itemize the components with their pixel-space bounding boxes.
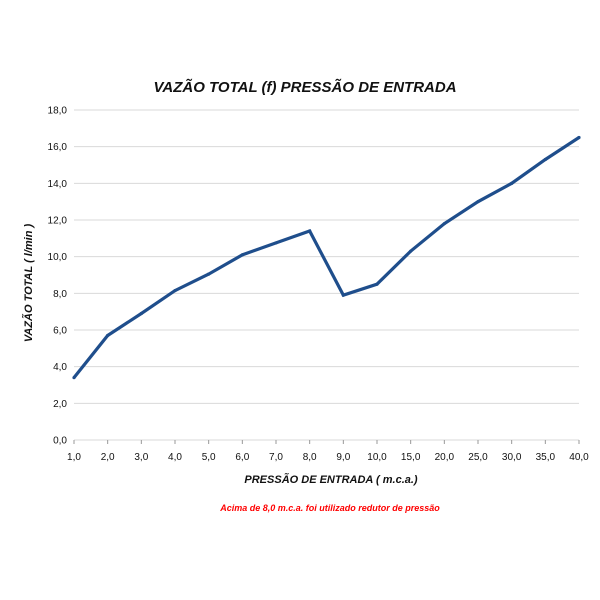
data-point bbox=[543, 157, 547, 162]
x-tick-label: 3,0 bbox=[134, 452, 148, 463]
x-tick-label: 9,0 bbox=[336, 452, 350, 463]
y-tick-label: 16,0 bbox=[48, 142, 68, 153]
x-tick-label: 20,0 bbox=[435, 452, 455, 463]
data-point bbox=[577, 135, 581, 140]
data-point bbox=[274, 241, 278, 245]
x-tick-label: 15,0 bbox=[401, 452, 421, 463]
data-point bbox=[510, 181, 514, 185]
data-point bbox=[375, 282, 379, 286]
data-point bbox=[173, 288, 177, 293]
data-point bbox=[139, 311, 143, 316]
data-point bbox=[409, 249, 413, 253]
x-tick-label: 8,0 bbox=[303, 452, 317, 463]
x-tick-label: 35,0 bbox=[536, 452, 556, 463]
x-tick-label: 5,0 bbox=[202, 452, 216, 463]
x-tick-label: 25,0 bbox=[468, 452, 488, 463]
y-tick-label: 2,0 bbox=[53, 399, 67, 410]
data-point bbox=[476, 200, 480, 204]
y-tick-label: 14,0 bbox=[48, 179, 68, 190]
x-axis-ticks: 1,0 2,0 3,0 4,0 5,0 6,0 7,0 8,0 9,0 10,0 15,0 20,0 2… bbox=[67, 452, 589, 463]
y-tick-label: 18,0 bbox=[48, 106, 68, 117]
x-tick-label: 30,0 bbox=[502, 452, 522, 463]
data-point bbox=[106, 333, 110, 338]
y-tick-label: 4,0 bbox=[53, 362, 67, 373]
data-point bbox=[240, 253, 244, 257]
data-point bbox=[308, 229, 312, 233]
y-tick-label: 10,0 bbox=[48, 252, 68, 263]
data-point bbox=[442, 222, 446, 226]
chart-title: VAZÃO TOTAL (f) PRESSÃO DE ENTRADA bbox=[153, 78, 456, 96]
series-layer bbox=[72, 135, 581, 380]
y-tick-label: 6,0 bbox=[53, 326, 67, 337]
x-tick-label: 10,0 bbox=[367, 452, 387, 463]
footnote: Acima de 8,0 m.c.a. foi utilizado reduto… bbox=[219, 503, 440, 513]
y-axis-ticks: 0,0 2,0 4,0 6,0 8,0 10,0 12,0 14,0 16,0 18,0 bbox=[48, 106, 68, 447]
y-tick-label: 8,0 bbox=[53, 289, 67, 300]
data-point bbox=[207, 272, 211, 276]
grid bbox=[73, 109, 580, 444]
x-tick-label: 7,0 bbox=[269, 452, 283, 463]
x-axis-label: PRESSÃO DE ENTRADA ( m.c.a.) bbox=[244, 473, 418, 486]
data-point bbox=[341, 293, 345, 297]
y-tick-label: 0,0 bbox=[53, 436, 67, 447]
y-axis-label: VAZÃO TOTAL ( l/min ) bbox=[22, 223, 35, 342]
x-tick-label: 1,0 bbox=[67, 452, 81, 463]
x-tick-label: 40,0 bbox=[569, 452, 589, 463]
series-line bbox=[72, 136, 580, 379]
x-tick-label: 6,0 bbox=[235, 452, 249, 463]
y-tick-label: 12,0 bbox=[48, 216, 68, 227]
data-point bbox=[72, 376, 76, 380]
x-tick-label: 2,0 bbox=[101, 452, 115, 463]
x-tick-label: 4,0 bbox=[168, 452, 182, 463]
